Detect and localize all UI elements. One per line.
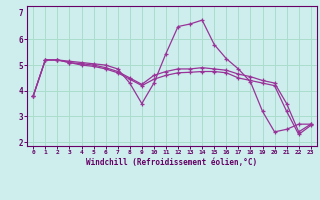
X-axis label: Windchill (Refroidissement éolien,°C): Windchill (Refroidissement éolien,°C) (86, 158, 258, 167)
Text: 7: 7 (19, 9, 24, 18)
